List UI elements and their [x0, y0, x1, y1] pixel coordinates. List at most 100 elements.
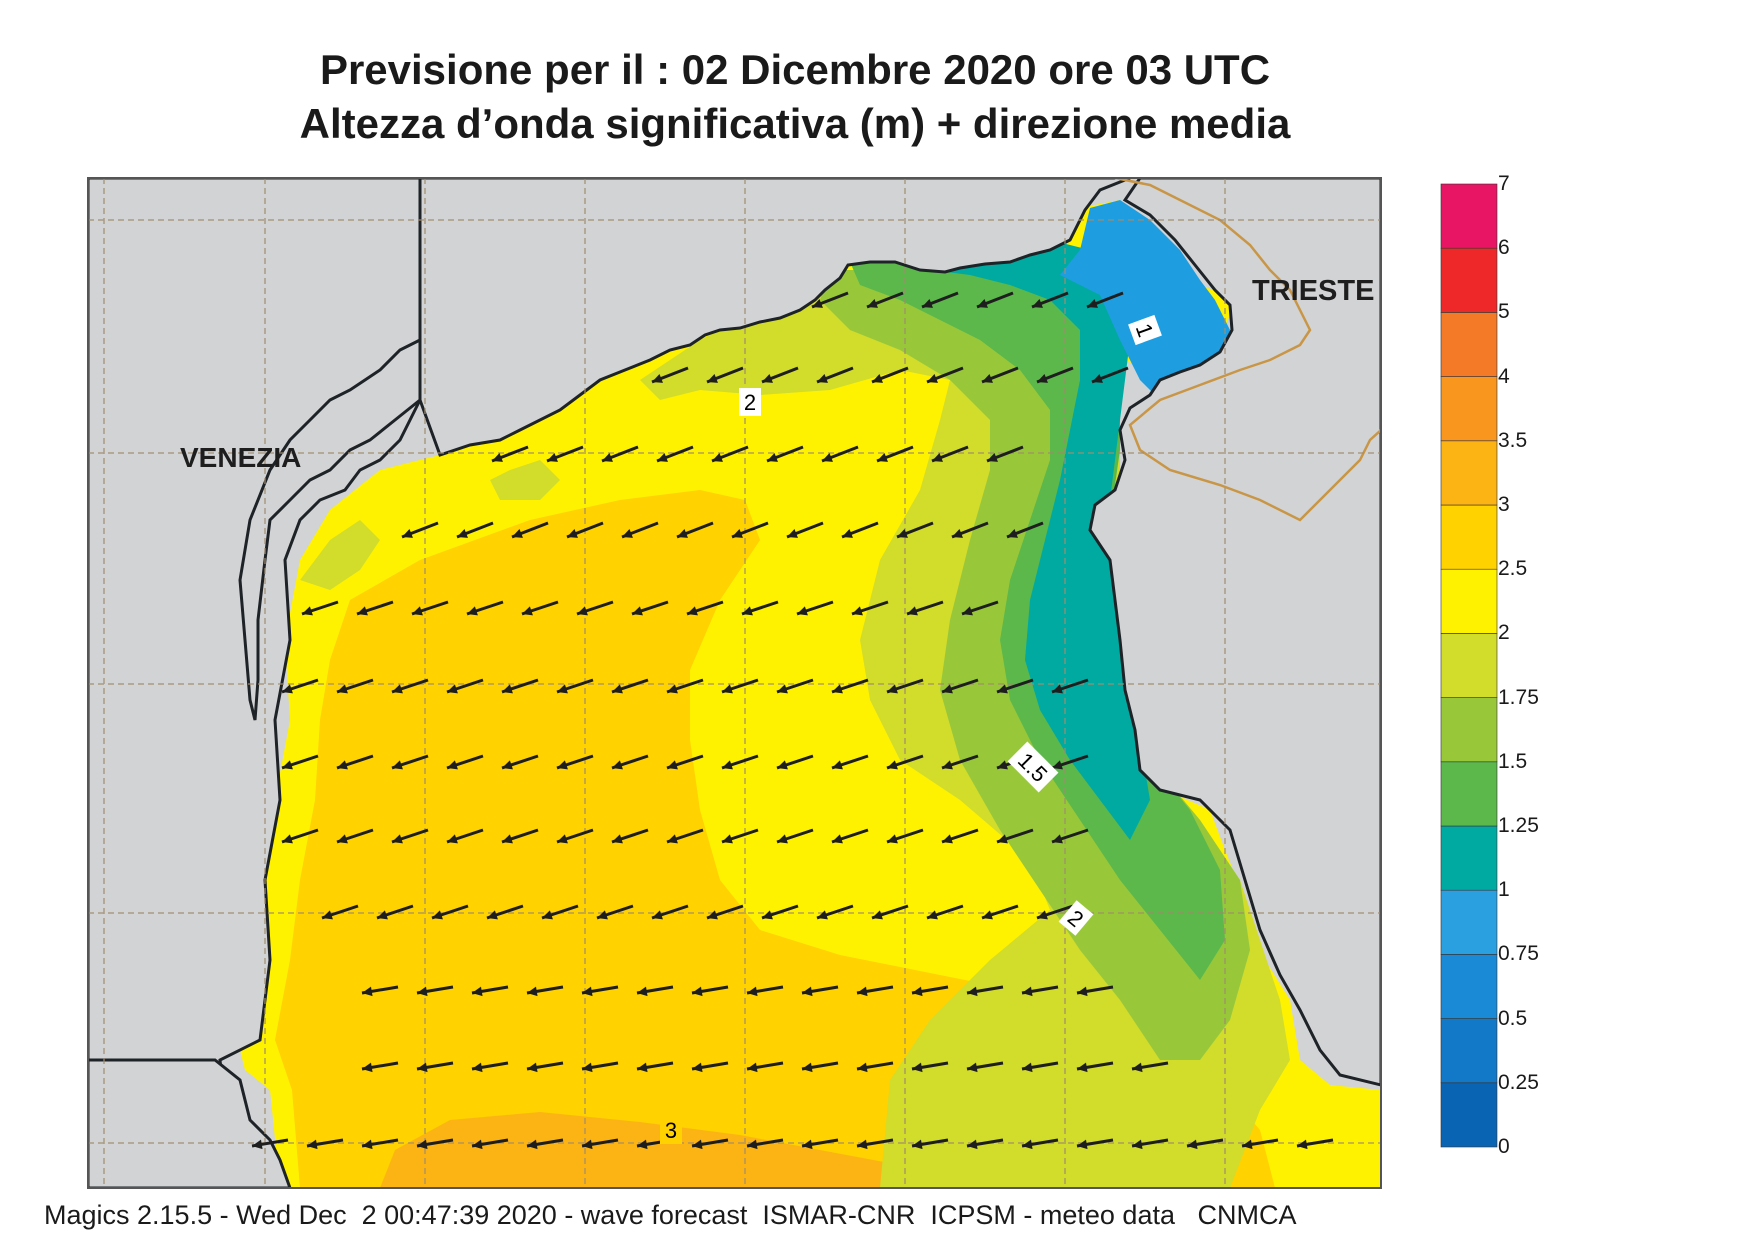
wave-direction-arrow — [896, 521, 934, 539]
wave-direction-arrow — [1036, 366, 1074, 384]
contour-label-1: 1 — [1128, 314, 1162, 346]
colorbar-swatch — [1440, 825, 1498, 891]
wave-direction-arrow — [416, 1061, 454, 1073]
wave-direction-arrow — [1076, 1061, 1114, 1073]
wave-direction-arrow — [321, 904, 359, 920]
wave-direction-arrow — [501, 754, 539, 770]
wave-direction-arrows — [251, 291, 1334, 1150]
wave-direction-arrow — [251, 1138, 289, 1150]
wave-band-0-75-1 — [1060, 200, 1230, 400]
wave-direction-arrow — [856, 1138, 894, 1150]
footer-credits: Magics 2.15.5 - Wed Dec 2 00:47:39 2020 … — [44, 1200, 1297, 1230]
wave-direction-arrow — [941, 828, 979, 844]
wave-direction-arrow — [601, 445, 639, 463]
wave-direction-arrow — [746, 985, 784, 997]
wave-direction-arrow — [951, 521, 989, 539]
wave-direction-arrow — [761, 366, 799, 384]
wave-direction-arrow — [556, 754, 594, 770]
colorbar-tick-label: 1.25 — [1498, 814, 1539, 837]
wave-direction-arrow — [961, 600, 999, 616]
colorbar-tick-label: 6 — [1498, 236, 1510, 260]
wave-direction-arrow — [581, 985, 619, 997]
wave-direction-arrow — [1076, 985, 1114, 997]
wave-direction-arrow — [706, 904, 744, 920]
colorbar-tick-label: 3.5 — [1498, 428, 1528, 452]
wave-direction-arrow — [301, 600, 339, 616]
wave-direction-arrow — [776, 828, 814, 844]
colorbar-swatch — [1440, 504, 1498, 570]
country-border — [1114, 178, 1381, 522]
wave-direction-arrow — [1086, 291, 1124, 309]
wave-direction-arrow — [976, 291, 1014, 309]
wave-direction-arrow — [431, 904, 469, 920]
wave-direction-arrow — [721, 678, 759, 694]
wave-direction-arrow — [926, 366, 964, 384]
wave-direction-arrow — [911, 1061, 949, 1073]
wave-direction-arrow — [471, 985, 509, 997]
wave-direction-arrow — [281, 754, 319, 770]
wave-direction-arrow — [336, 678, 374, 694]
wave-direction-arrow — [911, 1138, 949, 1150]
wave-direction-arrow — [621, 521, 659, 539]
wave-direction-arrow — [876, 445, 914, 463]
colorbar-tick-label: 1.5 — [1498, 749, 1528, 773]
wave-direction-arrow — [1076, 1138, 1114, 1150]
wave-direction-arrow — [1006, 521, 1044, 539]
wave-direction-arrow — [801, 985, 839, 997]
wave-direction-arrow — [471, 1061, 509, 1073]
colorbar-swatch — [1440, 954, 1498, 1019]
wave-direction-arrow — [816, 904, 854, 920]
wave-direction-arrow — [1051, 678, 1089, 694]
colorbar-swatch — [1440, 183, 1498, 249]
wave-direction-arrow — [566, 521, 604, 539]
wave-direction-arrow — [631, 600, 669, 616]
wave-direction-arrow — [556, 678, 594, 694]
wave-direction-arrow — [966, 985, 1004, 997]
wave-band-1-75-2-west — [490, 460, 560, 500]
wave-direction-arrow — [766, 445, 804, 463]
colorbar-swatch — [1440, 312, 1498, 377]
wave-direction-arrow — [741, 600, 779, 616]
wave-direction-arrow — [856, 985, 894, 997]
wave-direction-arrow — [356, 600, 394, 616]
wave-band-3-3-5 — [380, 1112, 960, 1188]
wave-direction-arrow — [361, 1061, 399, 1073]
wave-direction-arrow — [856, 1061, 894, 1073]
wave-direction-arrow — [336, 828, 374, 844]
wave-direction-arrow — [831, 754, 869, 770]
wave-direction-arrow — [921, 291, 959, 309]
wave-direction-arrow — [911, 985, 949, 997]
wave-direction-arrow — [1021, 1061, 1059, 1073]
wave-direction-arrow — [796, 600, 834, 616]
colorbar-swatch — [1440, 761, 1498, 827]
colorbar-tick-label: 1 — [1498, 878, 1510, 902]
wave-direction-arrow — [411, 600, 449, 616]
wave-direction-arrow — [526, 1138, 564, 1150]
colorbar-swatch — [1440, 1018, 1498, 1084]
wave-direction-arrow — [926, 904, 964, 920]
wave-direction-arrow — [416, 1138, 454, 1150]
wave-direction-arrow — [511, 521, 549, 539]
wave-direction-arrow — [541, 904, 579, 920]
colorbar-swatch — [1440, 376, 1498, 442]
wave-direction-arrow — [1036, 904, 1074, 920]
colorbar-swatch — [1440, 568, 1498, 634]
colorbar-legend — [1440, 183, 1498, 1148]
wave-direction-arrow — [786, 521, 824, 539]
wave-direction-arrow — [776, 678, 814, 694]
wave-direction-arrow — [801, 1138, 839, 1150]
wave-direction-arrow — [306, 1138, 344, 1150]
wave-direction-arrow — [886, 754, 924, 770]
colorbar-tick-label: 4 — [1498, 364, 1510, 388]
colorbar-tick-label: 2 — [1498, 621, 1510, 645]
wave-direction-arrow — [981, 904, 1019, 920]
wave-direction-arrow — [706, 366, 744, 384]
colorbar-swatch — [1440, 697, 1498, 763]
wave-direction-arrow — [446, 754, 484, 770]
wave-direction-arrow — [666, 678, 704, 694]
wave-direction-arrow — [761, 904, 799, 920]
svg-text:3: 3 — [665, 1118, 677, 1143]
wave-direction-arrow — [811, 291, 849, 309]
wave-direction-arrow — [1296, 1138, 1334, 1150]
wave-direction-arrow — [746, 1138, 784, 1150]
